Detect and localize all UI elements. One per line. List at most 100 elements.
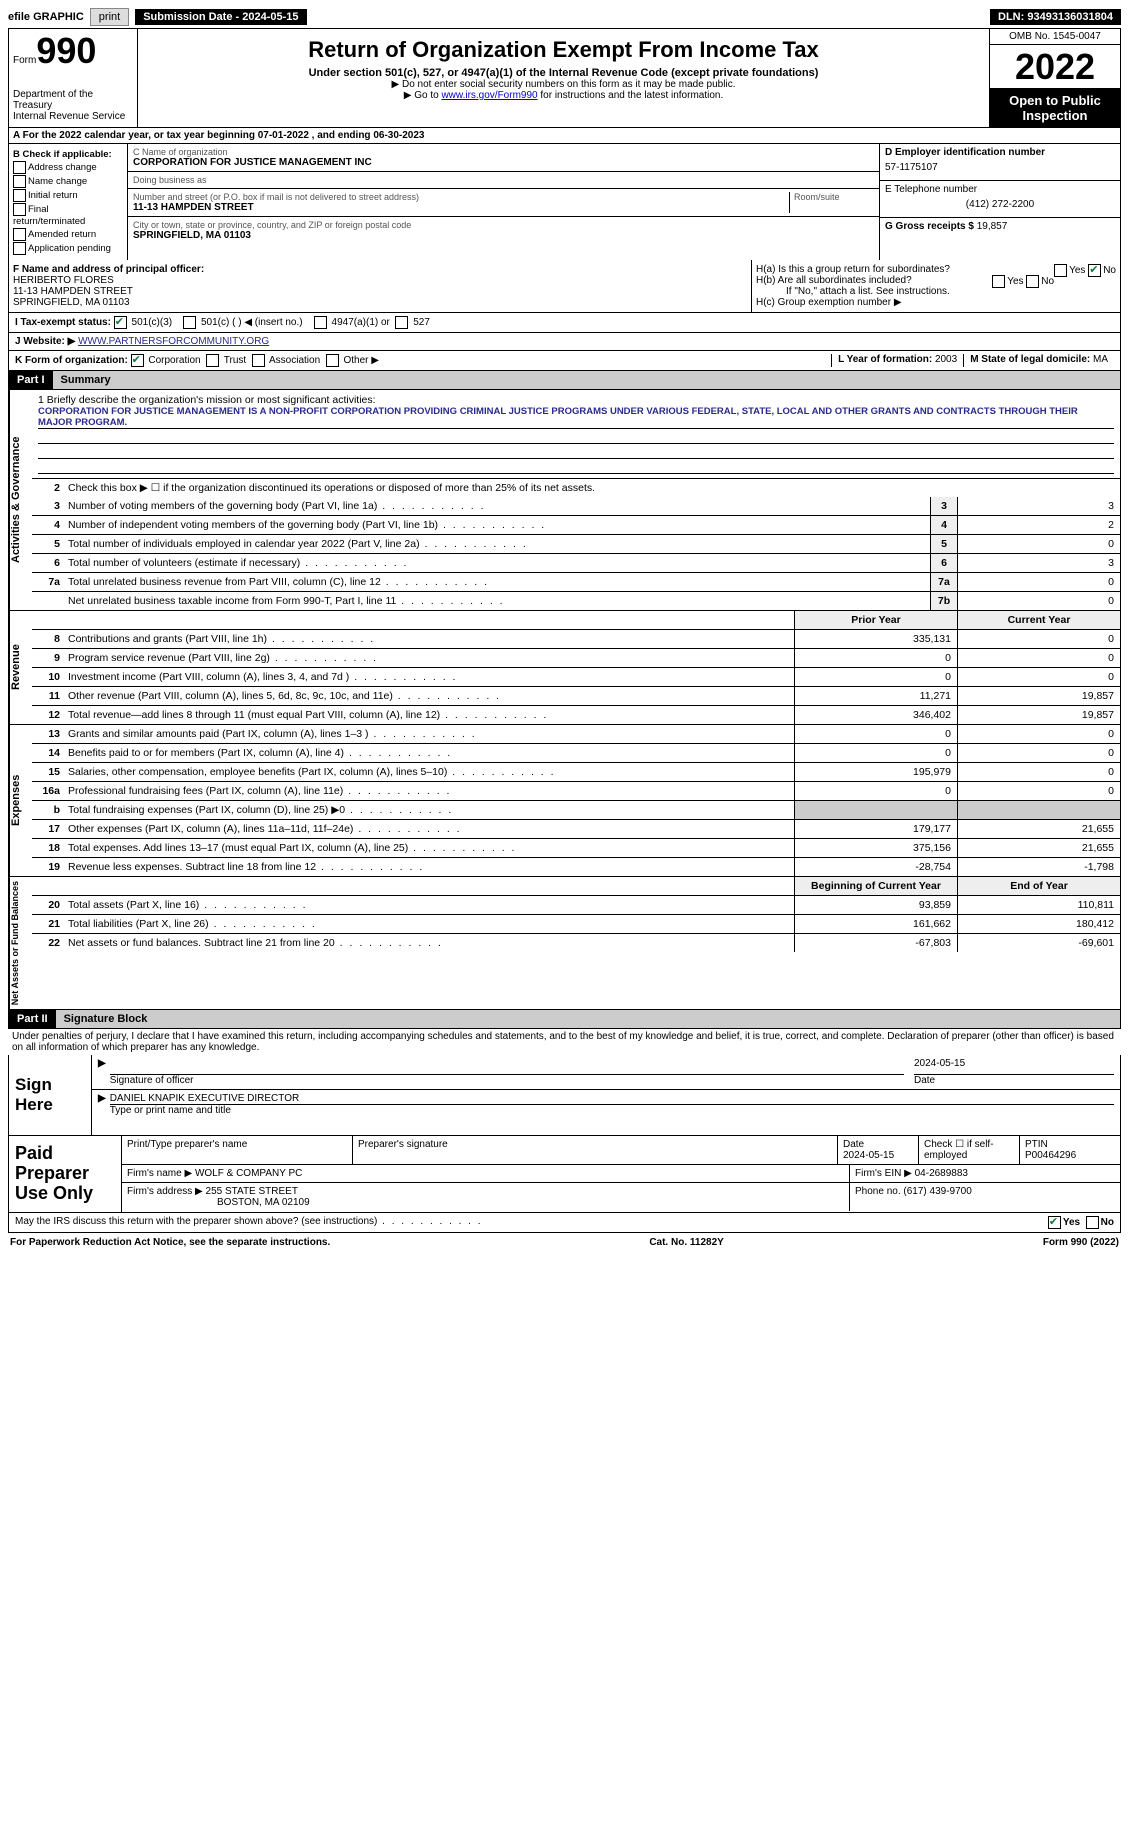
col-current: Current Year bbox=[957, 611, 1120, 629]
checkbox-icon[interactable] bbox=[1054, 264, 1067, 277]
note2-pre: ▶ Go to bbox=[404, 90, 442, 101]
print-button[interactable]: print bbox=[90, 8, 129, 26]
ein-lbl: Firm's EIN ▶ bbox=[855, 1168, 912, 1179]
website-link[interactable]: WWW.PARTNERSFORCOMMUNITY.ORG bbox=[78, 336, 269, 347]
officer-sign-name: DANIEL KNAPIK EXECUTIVE DIRECTOR bbox=[110, 1093, 1114, 1105]
year-formed: 2003 bbox=[935, 354, 957, 365]
checkbox-icon[interactable] bbox=[395, 316, 408, 329]
checkbox-icon[interactable] bbox=[1048, 1216, 1061, 1229]
part2-bar: Part IISignature Block bbox=[8, 1010, 1121, 1029]
form-label: Form bbox=[13, 55, 36, 66]
hb-lbl: H(b) Are all subordinates included? bbox=[756, 275, 912, 286]
row-a: A For the 2022 calendar year, or tax yea… bbox=[8, 128, 1121, 144]
checkbox-icon[interactable] bbox=[992, 275, 1005, 288]
tax-year: 2022 bbox=[990, 45, 1120, 89]
form-title: Return of Organization Exempt From Incom… bbox=[142, 37, 985, 63]
checkbox-icon[interactable] bbox=[13, 242, 26, 255]
part1-bar: Part ISummary bbox=[8, 371, 1121, 390]
c-name-lbl: C Name of organization bbox=[133, 147, 874, 157]
submission-date: Submission Date - 2024-05-15 bbox=[135, 9, 306, 25]
addr-lbl: Number and street (or P.O. box if mail i… bbox=[133, 192, 789, 202]
prep-h2: Preparer's signature bbox=[353, 1136, 838, 1164]
j-lbl: J Website: ▶ bbox=[15, 336, 75, 347]
date-lbl: Date bbox=[914, 1075, 935, 1086]
sign-block: Sign Here ▶Signature of officer2024-05-1… bbox=[8, 1055, 1121, 1136]
col-end: End of Year bbox=[957, 877, 1120, 895]
col-prior: Prior Year bbox=[794, 611, 957, 629]
firm-addr1: 255 STATE STREET bbox=[206, 1186, 298, 1197]
irs-link[interactable]: www.irs.gov/Form990 bbox=[441, 90, 537, 101]
checkbox-icon[interactable] bbox=[13, 175, 26, 188]
phone: (412) 272-2200 bbox=[885, 195, 1115, 214]
e-lbl: E Telephone number bbox=[885, 184, 1115, 195]
firm-phone-lbl: Phone no. bbox=[855, 1186, 901, 1197]
foot-mid: Cat. No. 11282Y bbox=[649, 1237, 723, 1248]
f-lbl: F Name and address of principal officer: bbox=[13, 264, 204, 275]
officer-name: HERIBERTO FLORES bbox=[13, 275, 747, 286]
org-name: CORPORATION FOR JUSTICE MANAGEMENT INC bbox=[133, 157, 874, 168]
street: 11-13 HAMPDEN STREET bbox=[133, 202, 789, 213]
checkbox-icon[interactable] bbox=[314, 316, 327, 329]
form-header: Form990 Department of the Treasury Inter… bbox=[8, 28, 1121, 128]
section-expenses: Expenses 13Grants and similar amounts pa… bbox=[8, 725, 1121, 877]
section-netassets: Net Assets or Fund Balances Beginning of… bbox=[8, 877, 1121, 1010]
firm-lbl: Firm's name ▶ bbox=[127, 1168, 192, 1179]
b-item: Application pending bbox=[13, 242, 123, 255]
ha-lbl: H(a) Is this a group return for subordin… bbox=[756, 264, 950, 275]
checkbox-icon[interactable] bbox=[13, 189, 26, 202]
checkbox-icon[interactable] bbox=[131, 354, 144, 367]
checkbox-icon[interactable] bbox=[1088, 264, 1101, 277]
b-header: B Check if applicable: bbox=[13, 149, 123, 160]
firm-name: WOLF & COMPANY PC bbox=[195, 1168, 302, 1179]
m-lbl: M State of legal domicile: bbox=[970, 354, 1090, 365]
checkbox-icon[interactable] bbox=[13, 228, 26, 241]
officer-addr2: SPRINGFIELD, MA 01103 bbox=[13, 297, 747, 308]
sig-lbl: Signature of officer bbox=[110, 1075, 194, 1086]
prep-h4: Check ☐ if self-employed bbox=[919, 1136, 1020, 1164]
dept-label: Department of the Treasury Internal Reve… bbox=[13, 89, 133, 122]
b-item: Initial return bbox=[13, 189, 123, 202]
form-number: 990 bbox=[36, 30, 96, 71]
dln: DLN: 93493136031804 bbox=[990, 9, 1121, 25]
b-item: Name change bbox=[13, 175, 123, 188]
vtab-revenue: Revenue bbox=[9, 611, 32, 724]
prep-h3: Date bbox=[843, 1139, 864, 1150]
i-lbl: I Tax-exempt status: bbox=[15, 317, 111, 328]
row-klm: K Form of organization: Corporation Trus… bbox=[8, 351, 1121, 371]
b-item: Address change bbox=[13, 161, 123, 174]
part2-tag: Part II bbox=[9, 1010, 56, 1028]
block-b-c-d: B Check if applicable: Address change Na… bbox=[8, 144, 1121, 260]
checkbox-icon[interactable] bbox=[13, 203, 26, 216]
l-lbl: L Year of formation: bbox=[838, 354, 932, 365]
b-item: Final return/terminated bbox=[13, 203, 123, 227]
name-lbl: Type or print name and title bbox=[110, 1105, 231, 1116]
checkbox-icon[interactable] bbox=[1086, 1216, 1099, 1229]
room-lbl: Room/suite bbox=[789, 192, 874, 213]
checkbox-icon[interactable] bbox=[114, 316, 127, 329]
hc-lbl: H(c) Group exemption number ▶ bbox=[756, 297, 1116, 308]
block-f-h: F Name and address of principal officer:… bbox=[8, 260, 1121, 313]
checkbox-icon[interactable] bbox=[183, 316, 196, 329]
part1-tag: Part I bbox=[9, 371, 53, 389]
checkbox-icon[interactable] bbox=[1026, 275, 1039, 288]
foot-right: Form 990 (2022) bbox=[1043, 1237, 1119, 1248]
gross-receipts: 19,857 bbox=[977, 221, 1008, 232]
note2-post: for instructions and the latest informat… bbox=[538, 90, 724, 101]
discuss-row: May the IRS discuss this return with the… bbox=[8, 1213, 1121, 1233]
top-bar: efile GRAPHIC print Submission Date - 20… bbox=[8, 8, 1121, 26]
mission-lbl: 1 Briefly describe the organization's mi… bbox=[38, 394, 1114, 406]
checkbox-icon[interactable] bbox=[13, 161, 26, 174]
row-j: J Website: ▶ WWW.PARTNERSFORCOMMUNITY.OR… bbox=[8, 333, 1121, 351]
firm-ein: 04-2689883 bbox=[915, 1168, 968, 1179]
preparer-block: Paid Preparer Use Only Print/Type prepar… bbox=[8, 1136, 1121, 1212]
line2: Check this box ▶ ☐ if the organization d… bbox=[64, 479, 1120, 497]
note-ssn: ▶ Do not enter social security numbers o… bbox=[142, 79, 985, 90]
checkbox-icon[interactable] bbox=[206, 354, 219, 367]
section-revenue: Revenue Prior YearCurrent Year 8Contribu… bbox=[8, 611, 1121, 725]
domicile: MA bbox=[1093, 354, 1108, 365]
vtab-governance: Activities & Governance bbox=[9, 390, 32, 610]
ein: 57-1175107 bbox=[885, 158, 1115, 177]
dba-lbl: Doing business as bbox=[133, 175, 874, 185]
checkbox-icon[interactable] bbox=[326, 354, 339, 367]
checkbox-icon[interactable] bbox=[252, 354, 265, 367]
